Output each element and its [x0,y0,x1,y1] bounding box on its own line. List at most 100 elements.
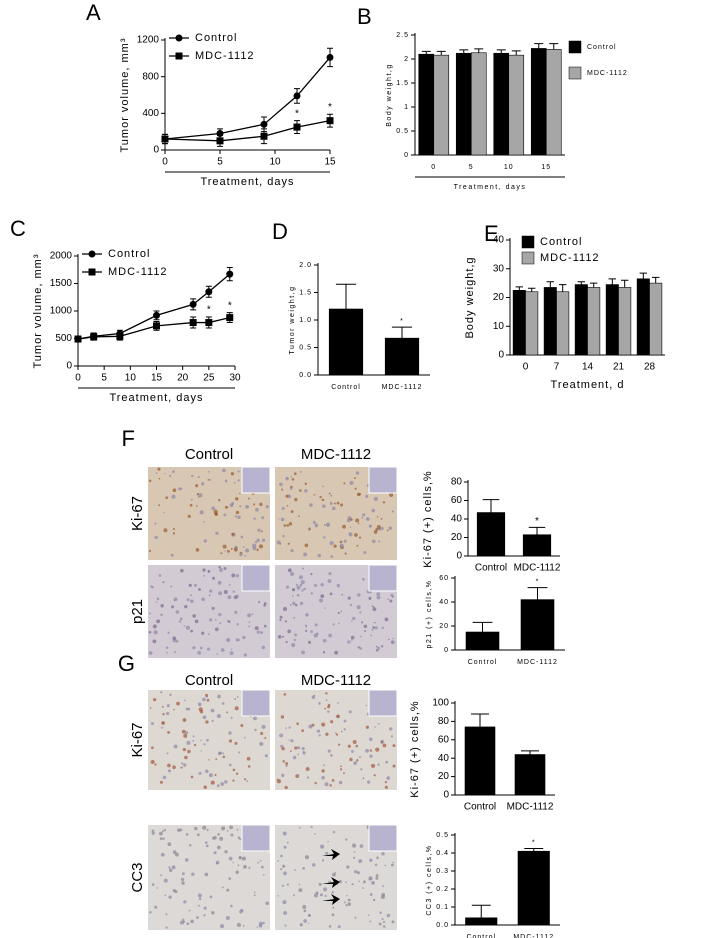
cell [200,739,202,742]
cell [332,906,335,909]
cell [171,865,176,870]
cell [218,499,221,502]
cell [331,779,335,782]
cell [335,733,339,736]
point [226,314,234,322]
cell [191,474,194,478]
chart-panel: 0 20 40 60 80 100 Ki-67 (+) cells,% Control MDC-… [409,698,555,813]
cell [202,697,206,702]
significance: * [400,318,404,325]
x-tick-label: 5 [469,164,474,171]
cell [333,502,336,505]
cell [186,922,190,926]
cell [236,696,239,698]
cell [312,520,316,524]
cell [343,901,346,904]
cell [261,645,266,650]
cell [323,536,326,539]
cell [190,919,194,924]
cell [320,582,324,587]
cell [177,828,181,832]
cell [261,516,265,520]
x-tick-label: MDC-1112 [517,659,558,666]
cell [334,650,339,655]
cell [232,779,235,782]
error-bar [608,278,617,285]
cell [293,472,297,476]
cell [366,517,370,521]
cell [245,504,250,509]
cell [282,864,286,868]
cell [349,532,351,535]
cell [221,886,224,889]
cell [343,539,347,543]
panel-letter: F [122,426,135,451]
cell [203,575,205,577]
cell [172,528,175,531]
cell [369,754,373,758]
cell [224,479,228,483]
cell [235,638,240,642]
cell [188,909,191,912]
cell [258,924,263,928]
y-tick-label: 0 [404,152,409,159]
cell [184,731,189,735]
cell [282,606,288,612]
cell [167,763,171,768]
cell [164,472,166,475]
cell [148,651,153,655]
cell [181,762,184,765]
cell [278,518,280,520]
cell [211,606,215,610]
cell [158,831,163,836]
cell [184,858,189,862]
cell [163,528,168,533]
x-tick-label: Control [464,802,496,813]
y-axis-label: Ki-67 (+) cells,% [409,700,421,797]
cell [296,722,299,725]
cell [299,470,302,473]
cell [331,506,336,511]
cell [329,541,334,546]
cell [277,635,282,639]
cell [237,479,240,482]
error-bar [527,587,548,600]
x-axis-label: Treatment, days [109,392,203,404]
cell [303,552,308,557]
cell [381,918,384,921]
cell [151,829,155,833]
cell [204,872,209,877]
cell [182,718,187,722]
cell [290,476,293,478]
cell [356,759,359,762]
cell [330,494,333,497]
cell [259,859,262,862]
cell [369,858,373,862]
y-tick-label: 20 [451,532,463,543]
cell [239,505,242,508]
inset [241,466,271,494]
cell [165,646,169,650]
cell [358,880,360,883]
cell [372,898,376,902]
cell [310,592,313,595]
bar [464,726,496,796]
bar [636,278,650,356]
cell [292,595,294,597]
cell [174,852,179,857]
y-tick-label: 0.3 [436,868,449,875]
bar [574,284,588,356]
cell [284,924,287,927]
cell [313,633,318,638]
cell [392,764,396,768]
point [260,132,268,140]
error-bar [471,904,491,918]
cell [340,610,343,613]
x-tick-label: 15 [324,157,336,168]
cell [220,782,225,786]
cell [280,517,285,522]
inset [241,824,271,852]
cell [149,612,151,615]
cell [363,624,368,629]
cell [150,722,154,726]
